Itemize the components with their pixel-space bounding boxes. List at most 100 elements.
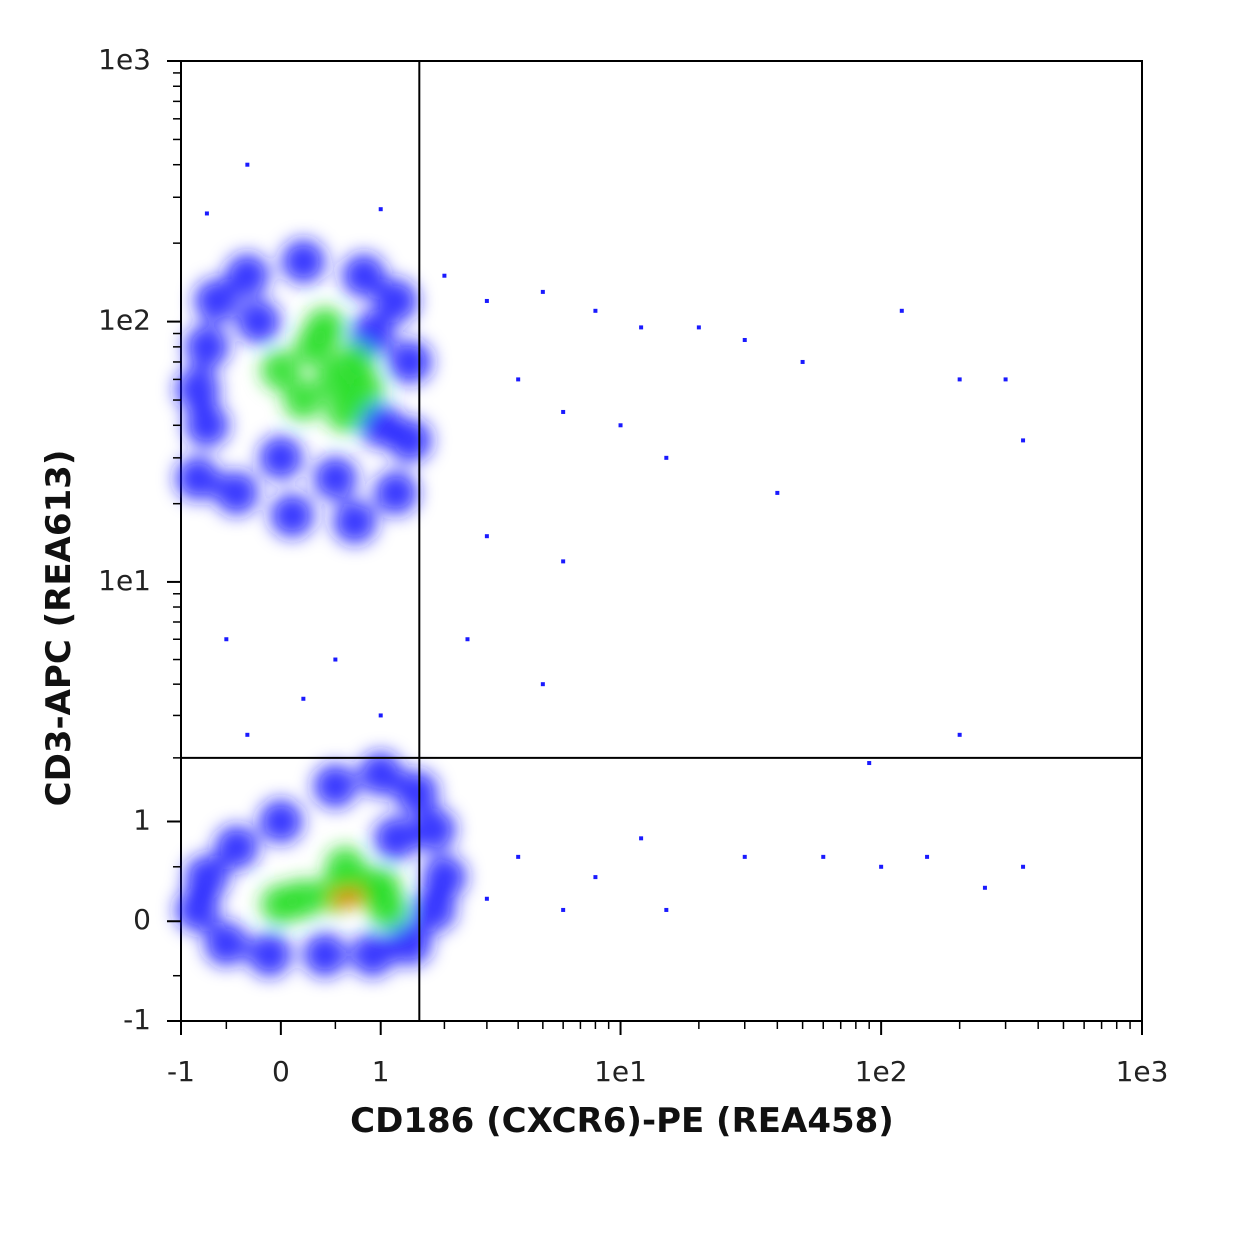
y-axis-label: CD3-APC (REA613) bbox=[39, 450, 79, 807]
x-tick-label: 1e3 bbox=[1116, 1055, 1169, 1088]
y-tick-label: 1 bbox=[133, 803, 151, 836]
point bbox=[260, 884, 301, 925]
point bbox=[175, 367, 220, 412]
point bbox=[879, 864, 884, 869]
point bbox=[345, 887, 364, 906]
point bbox=[281, 239, 326, 284]
point bbox=[245, 732, 250, 737]
point bbox=[214, 470, 259, 515]
point bbox=[373, 816, 418, 861]
point bbox=[394, 770, 439, 815]
point bbox=[214, 825, 259, 870]
point bbox=[204, 211, 209, 216]
point bbox=[821, 854, 826, 859]
x-tick-label: 0 bbox=[272, 1055, 290, 1088]
point bbox=[378, 713, 383, 718]
marks bbox=[204, 162, 1026, 912]
point bbox=[540, 289, 545, 294]
point bbox=[184, 403, 229, 448]
point bbox=[341, 253, 386, 298]
x-tick-label: 1e1 bbox=[594, 1055, 647, 1088]
point bbox=[742, 854, 747, 859]
point bbox=[516, 377, 521, 382]
point bbox=[358, 403, 403, 448]
point bbox=[867, 761, 872, 766]
point bbox=[484, 534, 489, 539]
point bbox=[378, 207, 383, 212]
point bbox=[247, 932, 292, 977]
point bbox=[387, 921, 432, 966]
point bbox=[184, 324, 229, 369]
point bbox=[368, 889, 409, 930]
point bbox=[343, 369, 384, 410]
point bbox=[325, 846, 366, 887]
density-cloud bbox=[175, 239, 467, 977]
point bbox=[270, 493, 315, 538]
point bbox=[373, 470, 418, 515]
y-tick-label: -1 bbox=[123, 1003, 151, 1036]
point bbox=[333, 657, 338, 662]
point bbox=[593, 875, 598, 880]
point bbox=[639, 325, 644, 330]
point bbox=[516, 854, 521, 859]
point bbox=[775, 490, 780, 495]
point bbox=[540, 682, 545, 687]
point bbox=[1021, 864, 1026, 869]
point bbox=[301, 696, 306, 701]
point bbox=[442, 273, 447, 278]
point bbox=[484, 896, 489, 901]
point bbox=[303, 932, 348, 977]
y-tick-label: 1e1 bbox=[98, 564, 151, 597]
point bbox=[175, 456, 220, 501]
point bbox=[957, 732, 962, 737]
point bbox=[664, 455, 669, 460]
point bbox=[561, 409, 566, 414]
point bbox=[465, 637, 470, 642]
point bbox=[332, 500, 377, 545]
point bbox=[305, 307, 346, 348]
y-tick-label: 1e2 bbox=[98, 304, 151, 337]
point bbox=[800, 359, 805, 364]
point bbox=[331, 889, 350, 908]
point bbox=[899, 308, 904, 313]
point bbox=[260, 350, 301, 391]
point bbox=[236, 299, 281, 344]
point bbox=[484, 298, 489, 303]
point bbox=[225, 253, 270, 298]
point bbox=[387, 339, 432, 384]
point bbox=[258, 435, 303, 480]
point bbox=[313, 764, 358, 809]
point bbox=[422, 855, 467, 900]
point bbox=[696, 325, 701, 330]
point bbox=[561, 559, 566, 564]
point bbox=[1003, 377, 1008, 382]
point bbox=[184, 855, 229, 900]
point bbox=[957, 377, 962, 382]
point bbox=[194, 278, 239, 323]
x-tick-label: 1e2 bbox=[855, 1055, 908, 1088]
x-tick-label: 1 bbox=[372, 1055, 390, 1088]
point bbox=[742, 337, 747, 342]
point bbox=[411, 807, 456, 852]
point bbox=[925, 854, 930, 859]
point bbox=[593, 308, 598, 313]
point bbox=[1021, 438, 1026, 443]
point bbox=[618, 423, 623, 428]
point bbox=[350, 932, 395, 977]
point bbox=[283, 380, 324, 421]
y-tick-label: 1e3 bbox=[98, 43, 151, 76]
point bbox=[204, 921, 249, 966]
point bbox=[358, 752, 403, 797]
point bbox=[982, 885, 987, 890]
point bbox=[561, 907, 566, 912]
point bbox=[664, 907, 669, 912]
point bbox=[258, 799, 303, 844]
point bbox=[639, 836, 644, 841]
y-tick-label: 0 bbox=[133, 903, 151, 936]
point bbox=[224, 637, 229, 642]
point bbox=[245, 162, 250, 167]
x-tick-label: -1 bbox=[167, 1055, 195, 1088]
point bbox=[313, 456, 358, 501]
x-axis-label: CD186 (CXCR6)-PE (REA458) bbox=[350, 1101, 894, 1141]
